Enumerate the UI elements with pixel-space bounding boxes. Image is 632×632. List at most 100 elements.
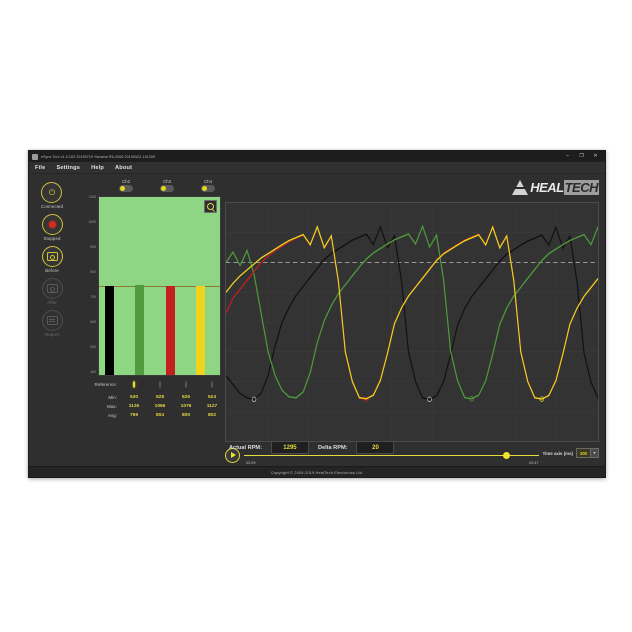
toggle-switch-ch3[interactable] xyxy=(160,185,174,192)
close-button[interactable]: ✕ xyxy=(593,153,598,159)
bar-chart-plot[interactable] xyxy=(97,196,221,376)
menu-item-help[interactable]: Help xyxy=(91,164,105,171)
time-axis-label: Time axis (ms) xyxy=(542,450,573,456)
channel-toggle-ch3[interactable]: Ch3 xyxy=(160,179,174,192)
avg-ch3: 800 xyxy=(181,413,190,418)
toggle-switch-ch4[interactable] xyxy=(201,185,215,192)
bar-ytick-2: 900 xyxy=(90,244,96,249)
bar-ytick-6: 500 xyxy=(90,344,96,349)
brand-logo-row: HEALTECH xyxy=(225,178,599,202)
slider-track xyxy=(244,454,539,456)
rail-label-before: Before xyxy=(45,268,59,273)
row-label-avg: Avg: xyxy=(107,413,117,418)
toggle-switch-ch2[interactable] xyxy=(119,185,133,192)
min-marker-Ch1 xyxy=(251,396,257,403)
delta-rpm-field: 20 xyxy=(356,441,395,454)
window-title: eSync Tool v1.0.163 20190719 Yamaha R6-2… xyxy=(41,154,156,159)
bar-ytick-1: 1000 xyxy=(88,219,96,224)
bar-reference-line xyxy=(98,286,220,287)
bar-Ch4 xyxy=(195,285,205,375)
application-window: eSync Tool v1.0.163 20190719 Yamaha R6-2… xyxy=(28,150,606,478)
max-ch4: 1127 xyxy=(206,404,218,409)
bar-ytick-5: 600 xyxy=(90,319,96,324)
logo-wordmark: HEALTECH xyxy=(530,180,599,195)
waveform-trace-Ch2 xyxy=(226,224,598,400)
rail-label-after: After xyxy=(47,300,57,305)
bar-ytick-7: 400 xyxy=(90,369,96,374)
min-ch1: 530 xyxy=(129,395,138,400)
avg-ch4: 802 xyxy=(207,413,216,418)
timeline-slider[interactable]: 02:09 02:47 xyxy=(244,449,539,465)
waveform-trace-Ch3 xyxy=(226,224,598,401)
rail-item-stopped[interactable]: Stopped xyxy=(41,214,63,241)
avg-ch1: 799 xyxy=(129,413,138,418)
channel-toggles: Ch2 Ch3 Ch4 xyxy=(75,179,223,192)
chevron-down-icon[interactable]: ▼ xyxy=(590,449,598,457)
actual-rpm-label: Actual RPM: xyxy=(229,444,262,451)
min-marker-Ch1 xyxy=(427,396,432,403)
reference-radio-3[interactable] xyxy=(173,381,199,388)
min-marker-Ch4 xyxy=(539,396,545,402)
row-label-max: Max: xyxy=(107,404,117,409)
menu-bar: File Settings Help About xyxy=(29,162,605,174)
menu-item-about[interactable]: About xyxy=(115,164,133,171)
rail-item-connected[interactable]: ⏻ Connected xyxy=(41,182,63,209)
min-ch2: 528 xyxy=(155,395,164,400)
reference-row: Reference: xyxy=(79,380,223,389)
reference-radio-4[interactable] xyxy=(199,381,225,388)
magnifier-icon[interactable] xyxy=(203,200,217,213)
slider-knob[interactable] xyxy=(503,451,511,459)
min-ch3: 525 xyxy=(181,395,190,400)
bar-chart-wrapper: 1100 1000 900 800 700 600 500 400 xyxy=(75,195,223,376)
report-icon xyxy=(41,310,63,331)
record-icon xyxy=(41,214,63,235)
rail-label-report: Report xyxy=(45,332,59,337)
avg-ch2: 804 xyxy=(155,413,164,418)
table-row-max: Max: 1126 1066 1076 1127 xyxy=(79,402,223,411)
bar-ytick-3: 800 xyxy=(90,269,96,274)
rail-label-stopped: Stopped xyxy=(43,236,61,241)
reference-radio-2[interactable] xyxy=(147,381,173,388)
rail-item-after[interactable]: After xyxy=(41,278,63,305)
menu-item-settings[interactable]: Settings xyxy=(56,164,81,171)
min-marker-Ch2 xyxy=(469,396,474,402)
graph-panel: HEALTECH 02:09 02:47 Time axis (ms) xyxy=(223,174,605,466)
stats-table: Reference: Min: 530 528 525 524 Max: 1 xyxy=(75,380,223,420)
table-row-min: Min: 530 528 525 524 xyxy=(79,393,223,402)
plug-icon: ⏻ xyxy=(41,182,63,203)
channel-toggle-ch4[interactable]: Ch4 xyxy=(201,179,215,192)
reference-radio-1[interactable] xyxy=(121,381,147,388)
minimize-button[interactable]: – xyxy=(566,153,569,159)
maximize-button[interactable]: ❐ xyxy=(579,153,584,159)
bar-ytick-4: 700 xyxy=(90,294,96,299)
time-end-label: 02:47 xyxy=(529,460,539,465)
title-bar: eSync Tool v1.0.163 20190719 Yamaha R6-2… xyxy=(29,151,605,162)
min-ch4: 524 xyxy=(207,395,216,400)
bar-chart-y-axis: 1100 1000 900 800 700 600 500 400 xyxy=(79,195,98,374)
waveform-chart[interactable] xyxy=(225,202,599,442)
channel-label-ch4: Ch4 xyxy=(203,179,213,184)
rail-item-before[interactable]: Before xyxy=(41,246,63,273)
bar-Ch2 xyxy=(135,285,145,375)
delta-rpm-label: Delta RPM: xyxy=(317,444,348,451)
rail-item-report[interactable]: Report xyxy=(41,310,63,337)
bar-Ch3 xyxy=(165,286,175,375)
max-ch3: 1076 xyxy=(180,404,192,409)
rpm-readouts: Actual RPM: 1295 Delta RPM: 20 xyxy=(229,441,395,454)
window-controls: – ❐ ✕ xyxy=(564,154,602,159)
channel-toggle-ch2[interactable]: Ch2 xyxy=(119,179,133,192)
actual-rpm-value: 1295 xyxy=(283,444,297,451)
play-icon[interactable] xyxy=(225,447,240,463)
camera-icon-after xyxy=(41,278,63,299)
time-axis-control: Time axis (ms) 200 ▼ xyxy=(543,448,599,462)
waveform-trace-Ch1 xyxy=(226,225,598,401)
bar-Ch1 xyxy=(105,286,115,375)
table-row-avg: Avg: 799 804 800 802 xyxy=(79,411,223,420)
bar-ytick-0: 1100 xyxy=(88,195,96,199)
copyright-text: Copyright © 2004-2019 HealTech Electroni… xyxy=(270,469,364,475)
channel-label-ch2: Ch2 xyxy=(121,179,131,184)
time-start-label: 02:09 xyxy=(246,460,256,465)
max-ch2: 1066 xyxy=(154,404,166,409)
time-axis-select[interactable]: 200 ▼ xyxy=(576,448,599,458)
menu-item-file[interactable]: File xyxy=(35,164,46,171)
